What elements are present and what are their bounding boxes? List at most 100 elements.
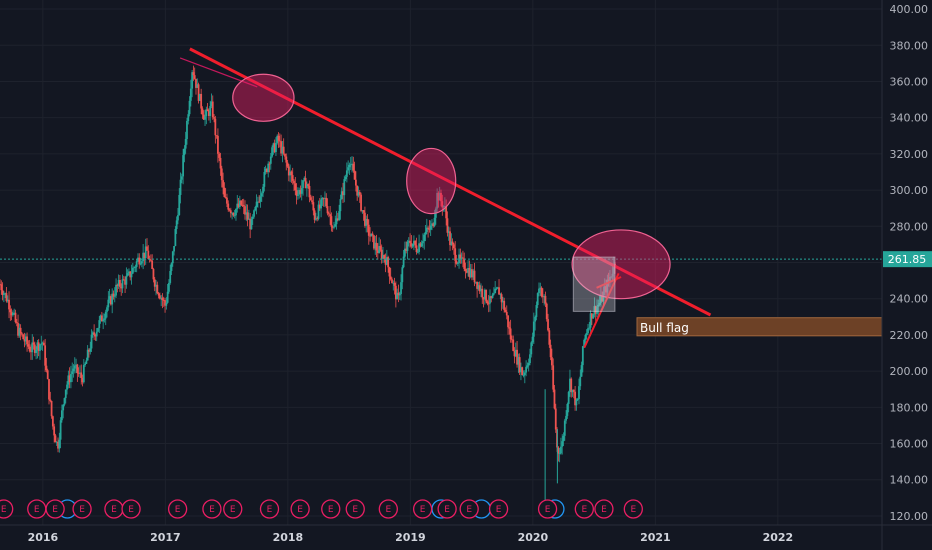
- candle-body: [117, 279, 120, 286]
- candle-body: [438, 192, 441, 201]
- candle-body: [607, 279, 610, 281]
- candle-body: [115, 284, 117, 296]
- earnings-marker-circle[interactable]: [0, 499, 14, 519]
- candle-body: [352, 163, 355, 171]
- candle-body: [275, 142, 277, 153]
- candle-body: [547, 319, 549, 331]
- earnings-marker-circle[interactable]: [437, 499, 457, 519]
- earnings-marker-circle[interactable]: [290, 499, 310, 519]
- candle-body: [478, 285, 481, 292]
- candle-body: [85, 360, 88, 364]
- candle-body: [382, 255, 384, 259]
- candle-body: [291, 175, 294, 181]
- candle-body: [507, 315, 509, 328]
- earnings-marker-label: E: [230, 505, 236, 515]
- candle-body: [267, 163, 270, 173]
- time-axis[interactable]: 2016 2017 2018 2019 2020 2021 2022: [28, 531, 794, 544]
- candle-body: [566, 403, 569, 416]
- candle-body: [575, 399, 578, 406]
- candle-body: [447, 231, 450, 233]
- candle-body: [193, 75, 196, 79]
- candle-body: [241, 204, 244, 206]
- earnings-marker-circle[interactable]: [574, 499, 594, 519]
- candle-body: [73, 365, 76, 369]
- y-tick-label: 340.00: [890, 112, 929, 125]
- candle-body: [338, 211, 341, 221]
- candle-body: [361, 210, 364, 211]
- earnings-marker-circle[interactable]: [202, 499, 222, 519]
- candle-body: [62, 404, 65, 411]
- candle-body: [169, 270, 172, 283]
- candle-body: [26, 336, 28, 345]
- candle-body: [186, 120, 188, 140]
- candle-body: [262, 186, 264, 194]
- candle-body: [476, 281, 479, 289]
- candle-body: [342, 191, 344, 196]
- candle-body: [153, 279, 156, 287]
- price-axis[interactable]: 120.00 140.00 160.00 180.00 200.00 220.00 240.…: [883, 3, 932, 523]
- earnings-marker-circle[interactable]: [345, 499, 365, 519]
- candle-body: [446, 218, 449, 233]
- candle-body: [89, 348, 92, 352]
- earnings-marker-circle[interactable]: [594, 499, 614, 519]
- earnings-marker-circle[interactable]: [412, 499, 433, 519]
- selection-rectangle[interactable]: [572, 256, 616, 312]
- candle-body: [592, 314, 595, 319]
- candle-body: [300, 188, 303, 194]
- candle-body: [268, 163, 271, 165]
- candle-body: [168, 282, 170, 292]
- earnings-marker-circle[interactable]: [167, 499, 188, 519]
- earnings-marker-circle[interactable]: [121, 499, 141, 519]
- earnings-marker-circle[interactable]: [537, 499, 558, 519]
- candle-body: [443, 205, 446, 207]
- candle-body: [557, 447, 560, 454]
- highlight-ellipse[interactable]: [571, 229, 671, 300]
- candle-body: [106, 307, 108, 312]
- flag-pattern-line[interactable]: [583, 272, 620, 349]
- candle-body: [59, 420, 62, 440]
- candle-body: [160, 297, 163, 299]
- candle-body: [543, 295, 546, 297]
- highlight-ellipse[interactable]: [232, 73, 295, 122]
- candle-body: [550, 357, 553, 366]
- candle-body: [23, 339, 26, 342]
- candle-body: [302, 180, 304, 189]
- y-tick-label: 380.00: [890, 39, 929, 52]
- candle-body: [376, 250, 379, 253]
- candle-body: [467, 267, 469, 273]
- candle-body: [247, 218, 250, 220]
- candle-body: [569, 378, 571, 392]
- earnings-marker-circle[interactable]: [321, 499, 341, 519]
- candle-body: [158, 295, 161, 299]
- earnings-marker-circle[interactable]: [223, 499, 243, 519]
- candle-body: [251, 216, 254, 219]
- highlight-ellipse[interactable]: [406, 147, 457, 215]
- candle-body: [9, 309, 12, 313]
- candle-body: [18, 327, 21, 336]
- trendline[interactable]: [179, 57, 258, 88]
- earnings-marker-circle[interactable]: [259, 499, 280, 519]
- candle-body: [164, 300, 166, 306]
- earnings-marker-circle[interactable]: [459, 499, 479, 519]
- candle-body: [316, 218, 319, 220]
- earnings-marker-circle[interactable]: [72, 499, 92, 519]
- candle-body: [173, 245, 175, 252]
- candle-body: [22, 334, 25, 340]
- candle-body: [495, 288, 498, 290]
- candle-body: [413, 240, 415, 244]
- earnings-marker-circle[interactable]: [45, 499, 65, 519]
- trendline[interactable]: [189, 47, 712, 317]
- candle-body: [544, 295, 547, 304]
- flag-pattern-line[interactable]: [596, 276, 622, 289]
- candle-body: [531, 336, 534, 343]
- candle-body: [548, 330, 551, 345]
- candle-body: [610, 276, 613, 278]
- candle-body: [489, 296, 491, 304]
- y-tick-label: 120.00: [890, 510, 929, 523]
- earnings-marker-circle[interactable]: [623, 499, 643, 519]
- candle-body: [244, 206, 246, 215]
- x-tick-label: 2019: [395, 531, 426, 544]
- earnings-marker-circle[interactable]: [488, 499, 509, 519]
- earnings-marker-circle[interactable]: [378, 499, 398, 519]
